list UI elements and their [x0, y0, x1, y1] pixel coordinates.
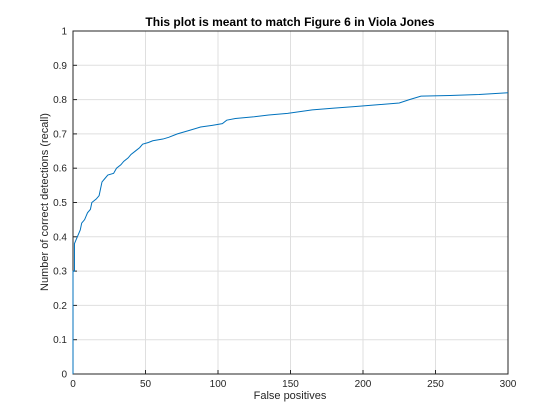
y-tick-label: 0.8 [53, 95, 67, 106]
y-tick-label: 0.2 [53, 301, 67, 312]
y-axis-label: Number of correct detections (recall) [39, 113, 51, 291]
data-line [72, 92, 509, 374]
x-tick-label: 250 [427, 379, 444, 390]
y-tick-label: 0.3 [53, 267, 67, 278]
axes-box [72, 30, 509, 375]
y-tick-label: 0.4 [53, 232, 67, 243]
y-tick-label: 0.6 [53, 164, 67, 175]
x-tick-label: 0 [70, 379, 76, 390]
x-tick-label: 200 [355, 379, 372, 390]
y-tick-label: 0.1 [53, 335, 67, 346]
y-tick-label: 1 [61, 27, 67, 38]
y-tick-label: 0.9 [53, 61, 67, 72]
y-tick-label: 0.5 [53, 198, 67, 209]
x-tick-label: 100 [210, 379, 227, 390]
chart-title: This plot is meant to match Figure 6 in … [145, 15, 434, 29]
x-axis-label: False positives [254, 390, 327, 402]
x-tick-label: 150 [282, 379, 299, 390]
y-tick-label: 0 [61, 370, 67, 381]
y-tick-label: 0.7 [53, 129, 67, 140]
x-tick-label: 50 [140, 379, 152, 390]
x-tick-label: 300 [500, 379, 517, 390]
